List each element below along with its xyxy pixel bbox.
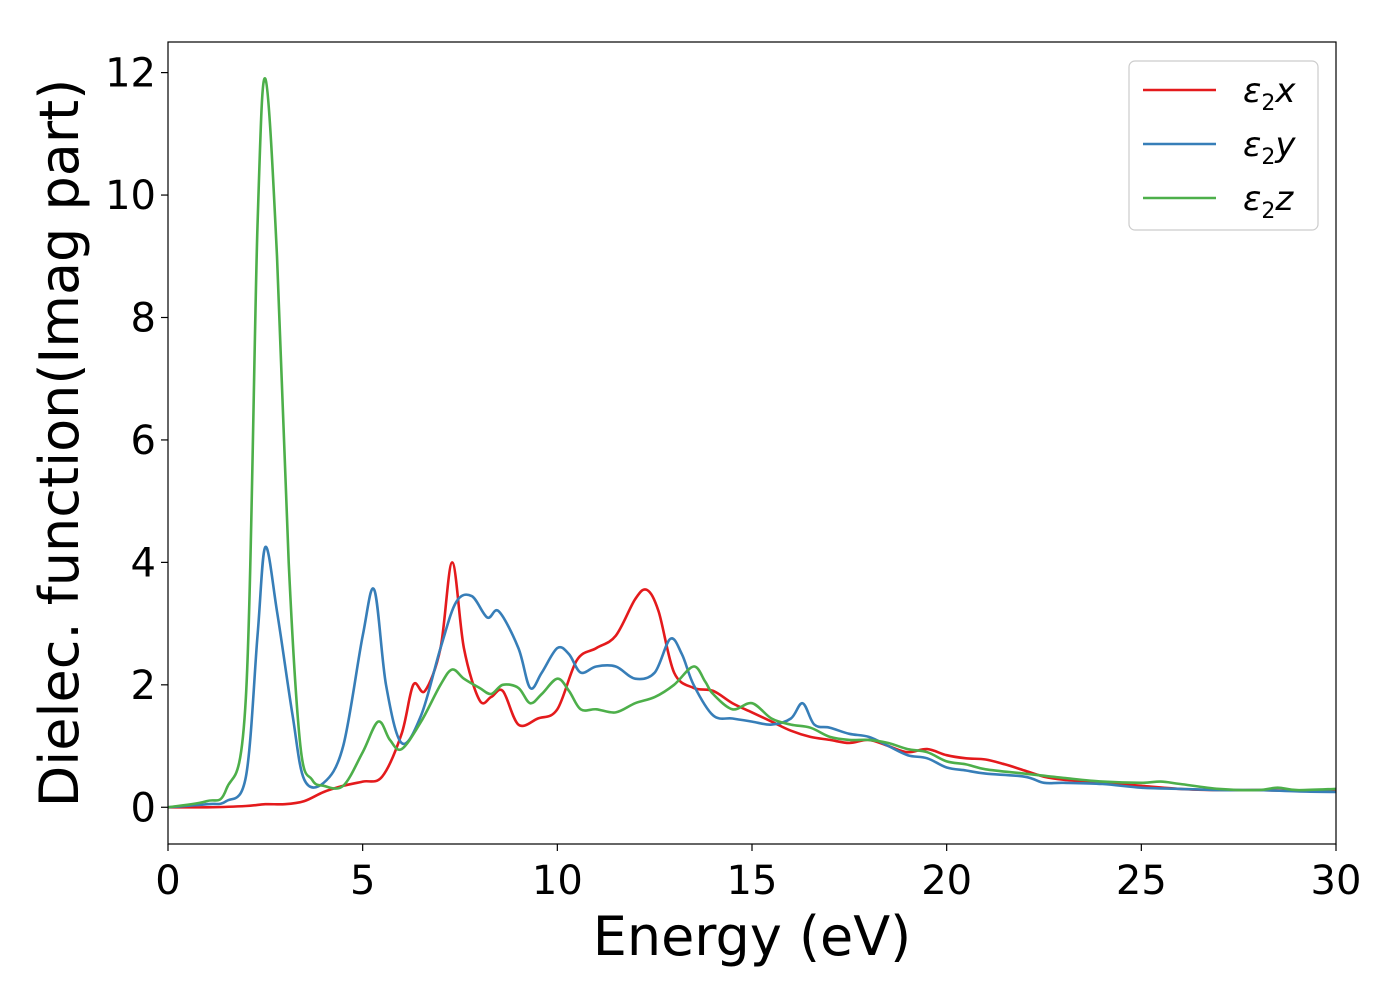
x-tick-label: 10	[532, 858, 583, 904]
x-axis: 0 5 10 15 20 25 30	[155, 844, 1361, 904]
y-tick-label: 4	[131, 540, 156, 586]
y-tick-label: 2	[131, 663, 156, 709]
series-line-x	[168, 561, 1336, 809]
legend-variable: x	[1274, 71, 1296, 111]
y-tick-label: 8	[131, 295, 156, 341]
y-tick-label: 6	[131, 418, 156, 464]
legend-variable: y	[1274, 125, 1296, 165]
legend-symbol: ε	[1243, 125, 1261, 165]
y-tick-label: 10	[105, 173, 156, 219]
legend-label-x: ε2x	[1243, 71, 1296, 116]
legend-variable: z	[1274, 179, 1294, 219]
legend-label-z: ε2z	[1243, 179, 1294, 224]
series-layer	[168, 77, 1336, 809]
x-tick-label: 15	[727, 858, 778, 904]
legend-subscript: 2	[1261, 91, 1275, 116]
x-axis-label: Energy (eV)	[593, 905, 912, 968]
legend-symbol: ε	[1243, 71, 1261, 111]
series-line-z	[168, 77, 1336, 809]
y-tick-label: 0	[131, 785, 156, 831]
legend-subscript: 2	[1261, 199, 1275, 224]
legend-subscript: 2	[1261, 145, 1275, 170]
x-tick-label: 5	[350, 858, 375, 904]
y-axis: 0 2 4 6 8 10 12	[105, 51, 168, 831]
y-tick-label: 12	[105, 51, 156, 97]
x-tick-label: 20	[921, 858, 972, 904]
x-tick-label: 30	[1311, 858, 1362, 904]
legend-label-y: ε2y	[1243, 125, 1296, 170]
x-tick-label: 25	[1116, 858, 1167, 904]
y-axis-label: Dielec. function(Imag part)	[28, 79, 91, 808]
x-tick-label: 0	[155, 858, 180, 904]
legend-box	[1128, 60, 1319, 231]
series-line-y	[168, 545, 1336, 809]
legend-symbol: ε	[1243, 179, 1261, 219]
